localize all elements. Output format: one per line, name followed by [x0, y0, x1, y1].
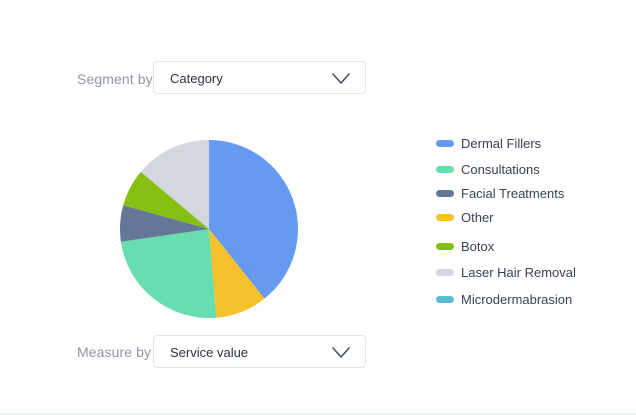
legend-item-facial-treatments[interactable]: Facial Treatments	[433, 184, 623, 204]
segment-by-select[interactable]: Category	[153, 61, 366, 94]
legend-label: Dermal Fillers	[461, 136, 542, 151]
legend-label: Microdermabrasion	[461, 292, 573, 307]
legend-item-microdermabrasion[interactable]: Microdermabrasion	[433, 290, 623, 310]
measure-by-value: Service value	[170, 345, 249, 360]
legend-item-botox[interactable]: Botox	[433, 237, 623, 257]
legend-item-laser-hair-removal[interactable]: Laser Hair Removal	[433, 263, 623, 283]
legend-label: Laser Hair Removal	[461, 265, 576, 280]
pie-slice-laser-hair-removal[interactable]	[140, 140, 209, 229]
pie-slice-botox[interactable]	[123, 171, 209, 229]
legend-label: Botox	[461, 239, 495, 254]
legend-swatch	[436, 140, 454, 147]
legend-swatch	[436, 190, 454, 197]
measure-by-select[interactable]: Service value	[153, 335, 366, 368]
pie-slice-facial-treatments[interactable]	[120, 205, 209, 242]
legend-label: Consultations	[461, 162, 540, 177]
legend-swatch	[436, 269, 454, 276]
legend-item-dermal-fillers[interactable]: Dermal Fillers	[433, 134, 623, 154]
segment-by-label: Segment by	[77, 71, 153, 87]
legend-item-other[interactable]: Other	[433, 208, 623, 228]
legend-item-consultations[interactable]: Consultations	[433, 160, 623, 180]
legend-swatch	[436, 214, 454, 221]
chevron-down-icon	[332, 347, 350, 358]
legend-label: Facial Treatments	[461, 186, 565, 201]
measure-by-label: Measure by	[77, 344, 152, 360]
pie-slice-other[interactable]	[209, 229, 265, 318]
legend-swatch	[436, 296, 454, 303]
legend-label: Other	[461, 210, 494, 225]
chevron-down-icon	[332, 73, 350, 84]
pie-slice-consultations[interactable]	[120, 229, 217, 318]
pie-slice-dermal-fillers[interactable]	[209, 140, 298, 299]
bottom-divider	[0, 413, 636, 415]
legend-swatch	[436, 166, 454, 173]
segment-by-value: Category	[170, 71, 223, 86]
legend-swatch	[436, 243, 454, 250]
